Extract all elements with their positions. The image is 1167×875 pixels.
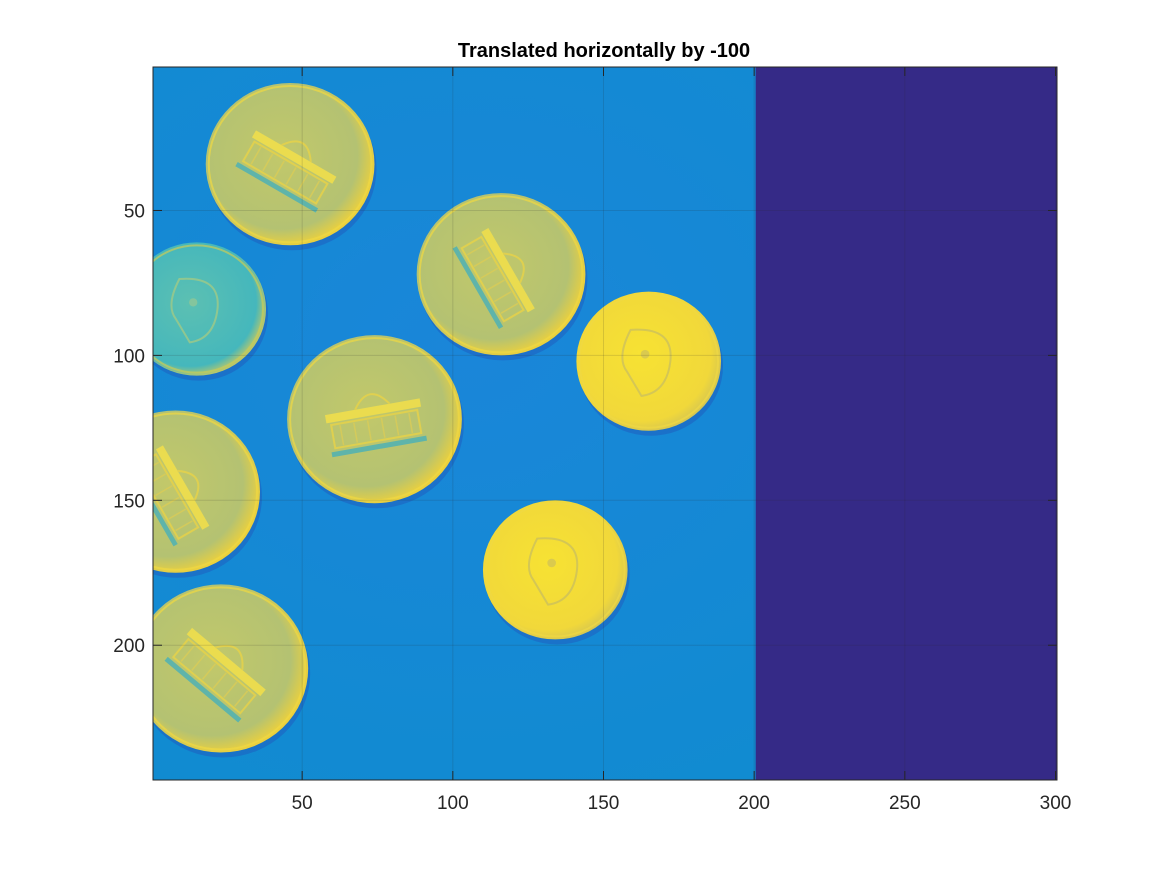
x-tick-label: 150 xyxy=(588,793,620,814)
translation-fill-region xyxy=(755,67,1057,780)
y-tick-labels: 50 100 150 200 xyxy=(113,201,145,657)
coin-nickel xyxy=(153,584,311,758)
plot-title: Translated horizontally by -100 xyxy=(458,40,750,62)
coin-penny xyxy=(576,291,724,436)
x-tick-label: 50 xyxy=(292,793,313,814)
y-tick-label: 200 xyxy=(113,636,145,657)
coins-layer xyxy=(153,82,724,758)
coin-nickel xyxy=(416,193,588,361)
x-tick-labels: 50 100 150 200 250 300 xyxy=(292,793,1072,814)
y-tick-label: 100 xyxy=(113,346,145,367)
coin-nickel xyxy=(287,335,464,509)
axes: 50 100 150 200 250 300 50 100 150 200 xyxy=(113,66,1072,814)
y-tick-label: 50 xyxy=(124,201,145,222)
axis-ticks xyxy=(153,67,1057,780)
x-tick-label: 250 xyxy=(889,793,921,814)
x-tick-label: 300 xyxy=(1040,793,1072,814)
y-tick-label: 150 xyxy=(113,491,145,512)
coin-nickel xyxy=(205,82,377,251)
x-tick-label: 200 xyxy=(738,793,770,814)
x-tick-label: 100 xyxy=(437,793,469,814)
coin-dime xyxy=(153,242,268,381)
coin-nickel xyxy=(153,410,262,578)
grid-lines xyxy=(153,67,1057,780)
coin-penny xyxy=(482,500,630,645)
axes-box xyxy=(152,66,1058,781)
